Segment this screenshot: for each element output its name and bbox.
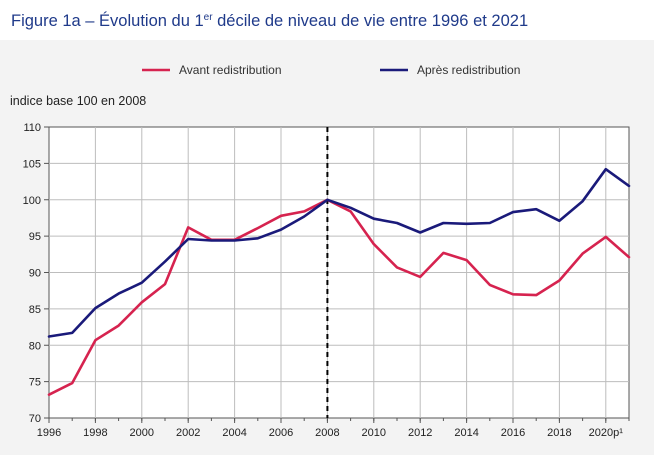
chart-panel: 70 75 80 85 90 95 100 105 110 1996 1998 2000 2002 200…	[0, 40, 654, 455]
x-tick-label: 2020p¹	[589, 427, 624, 439]
grid-layer	[48, 126, 630, 419]
x-tick-label: 2010	[362, 427, 386, 439]
y-tick-label: 75	[29, 377, 41, 389]
line-chart: 70 75 80 85 90 95 100 105 110 1996 1998 2000 2002 200…	[10, 63, 631, 439]
series-layer	[47, 127, 631, 418]
series-line-avant	[47, 198, 631, 397]
y-tick-label: 80	[29, 340, 41, 352]
legend-label: Après redistribution	[417, 63, 520, 77]
x-tick-label: 2000	[130, 427, 154, 439]
y-tick-label: 70	[29, 413, 41, 425]
axis-layer: 70 75 80 85 90 95 100 105 110 1996 1998 2000 2002 200…	[23, 122, 630, 439]
x-tick-label: 2016	[501, 427, 525, 439]
series-line-apres	[47, 167, 631, 338]
x-tick-label: 2008	[315, 427, 339, 439]
x-tick-label: 2012	[408, 427, 432, 439]
x-tick-label: 1996	[37, 427, 61, 439]
x-tick-label: 2018	[547, 427, 571, 439]
y-tick-label: 110	[23, 122, 41, 134]
y-tick-label: 100	[23, 195, 41, 207]
y-tick-label: 105	[23, 158, 41, 170]
title-superscript: er	[203, 12, 213, 23]
y-tick-label: 85	[29, 304, 41, 316]
title-suffix: décile de niveau de vie entre 1996 et 20…	[212, 12, 529, 30]
figure-title: Figure 1a – Évolution du 1er décile de n…	[11, 12, 528, 31]
title-bar: Figure 1a – Évolution du 1er décile de n…	[0, 0, 654, 40]
x-tick-label: 2006	[269, 427, 293, 439]
x-tick-label: 1998	[83, 427, 107, 439]
y-tick-label: 95	[29, 231, 41, 243]
y-tick-label: 90	[29, 268, 41, 280]
title-prefix: Figure 1a – Évolution du 1	[11, 12, 204, 30]
x-tick-label: 2004	[222, 427, 246, 439]
y-unit-label: indice base 100 en 2008	[10, 94, 146, 108]
legend: Avant redistribution Après redistribution	[142, 63, 520, 77]
x-tick-label: 2002	[176, 427, 200, 439]
legend-label: Avant redistribution	[179, 63, 282, 77]
x-tick-label: 2014	[454, 427, 478, 439]
